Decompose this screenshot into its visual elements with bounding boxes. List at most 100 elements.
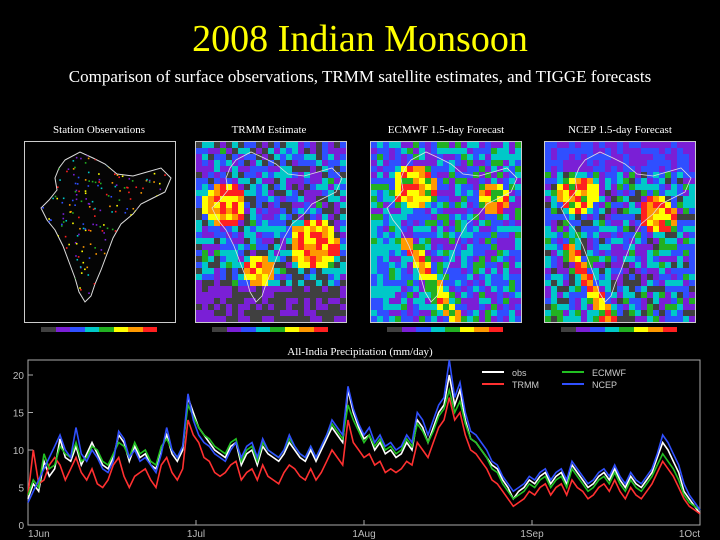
precip-cell: [515, 238, 521, 244]
precip-cell: [280, 172, 286, 178]
precip-cell: [298, 232, 304, 238]
precip-cell: [286, 160, 292, 166]
precip-cell: [413, 316, 419, 322]
precip-cell: [425, 268, 431, 274]
precip-cell: [689, 220, 695, 226]
precip-cell: [551, 286, 557, 292]
precip-cell: [196, 202, 202, 208]
precip-cell: [509, 232, 515, 238]
station-dot: [85, 198, 87, 200]
precip-cell: [623, 292, 629, 298]
precip-cell: [545, 286, 551, 292]
precip-cell: [683, 310, 689, 316]
precip-cell: [455, 256, 461, 262]
precip-cell: [509, 280, 515, 286]
precip-cell: [262, 250, 268, 256]
precip-cell: [557, 172, 563, 178]
precip-cell: [461, 232, 467, 238]
precip-cell: [437, 304, 443, 310]
precip-cell: [659, 208, 665, 214]
precip-cell: [316, 298, 322, 304]
precip-cell: [274, 166, 280, 172]
precip-cell: [515, 184, 521, 190]
precip-cell: [232, 232, 238, 238]
precip-cell: [461, 154, 467, 160]
precip-cell: [286, 298, 292, 304]
precip-cell: [647, 280, 653, 286]
precip-cell: [280, 160, 286, 166]
station-dot: [84, 190, 87, 192]
precip-cell: [286, 220, 292, 226]
precip-cell: [653, 304, 659, 310]
precip-cell: [623, 148, 629, 154]
precip-cell: [274, 274, 280, 280]
precip-cell: [515, 148, 521, 154]
precip-cell: [647, 172, 653, 178]
precip-cell: [256, 142, 262, 148]
precip-cell: [280, 298, 286, 304]
station-observations-map: [24, 141, 176, 323]
precip-cell: [280, 190, 286, 196]
precip-cell: [593, 154, 599, 160]
precip-cell: [551, 298, 557, 304]
precip-cell: [292, 154, 298, 160]
precip-cell: [316, 256, 322, 262]
precip-cell: [413, 292, 419, 298]
precip-cell: [334, 250, 340, 256]
precip-cell: [401, 268, 407, 274]
series-line-trmm: [27, 397, 701, 515]
precip-cell: [467, 190, 473, 196]
precip-cell: [665, 250, 671, 256]
precip-cell: [328, 190, 334, 196]
precip-cell: [340, 292, 346, 298]
precip-cell: [467, 280, 473, 286]
precip-cell: [581, 184, 587, 190]
precip-cell: [334, 232, 340, 238]
precip-cell: [569, 142, 575, 148]
precip-cell: [316, 178, 322, 184]
station-dot: [99, 225, 102, 228]
precip-cell: [413, 226, 419, 232]
precip-cell: [605, 238, 611, 244]
precip-cell: [383, 274, 389, 280]
precip-raster: [545, 142, 695, 322]
precip-cell: [473, 196, 479, 202]
series-line-ncep: [27, 359, 701, 511]
precip-cell: [280, 184, 286, 190]
precip-cell: [196, 160, 202, 166]
precip-cell: [617, 256, 623, 262]
page-title: 2008 Indian Monsoon: [192, 18, 528, 60]
precip-cell: [623, 238, 629, 244]
precip-cell: [443, 274, 449, 280]
station-dot: [98, 173, 100, 175]
precip-cell: [419, 172, 425, 178]
precip-cell: [497, 142, 503, 148]
precip-cell: [653, 316, 659, 322]
precip-cell: [455, 286, 461, 292]
precip-cell: [509, 148, 515, 154]
precip-cell: [647, 274, 653, 280]
precip-cell: [563, 244, 569, 250]
precip-cell: [389, 208, 395, 214]
precip-cell: [689, 178, 695, 184]
precip-cell: [617, 160, 623, 166]
precip-cell: [545, 232, 551, 238]
precip-cell: [485, 316, 491, 322]
precip-cell: [322, 286, 328, 292]
precip-cell: [298, 274, 304, 280]
precip-cell: [443, 196, 449, 202]
precip-cell: [304, 286, 310, 292]
station-dot: [75, 189, 78, 192]
station-dot: [42, 207, 45, 209]
precip-cell: [677, 238, 683, 244]
precip-cell: [304, 166, 310, 172]
precip-cell: [383, 304, 389, 310]
precip-cell: [322, 268, 328, 274]
precip-cell: [443, 166, 449, 172]
precip-cell: [587, 238, 593, 244]
precip-cell: [292, 220, 298, 226]
precip-cell: [443, 220, 449, 226]
precip-cell: [575, 274, 581, 280]
precip-cell: [467, 148, 473, 154]
precip-cell: [256, 202, 262, 208]
